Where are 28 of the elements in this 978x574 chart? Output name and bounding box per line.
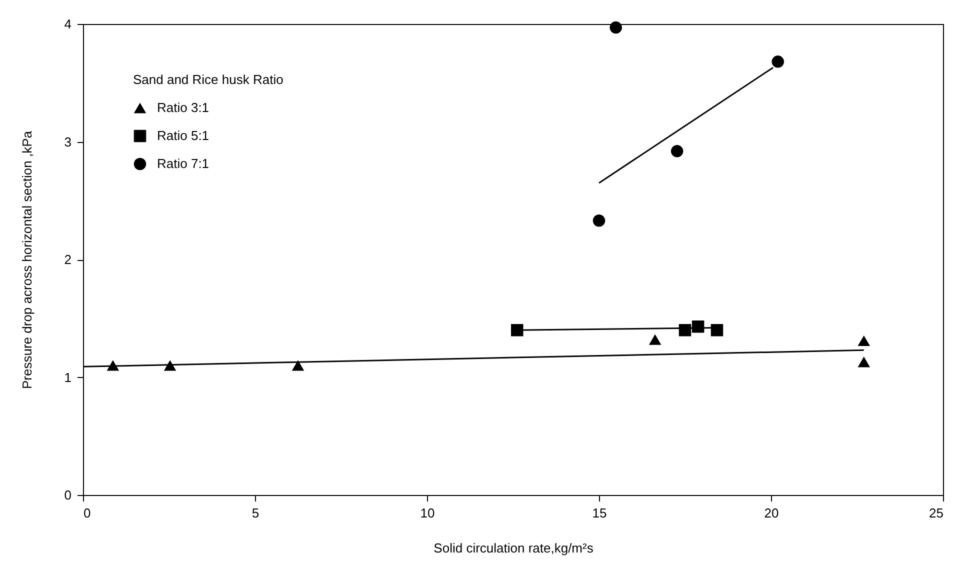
point [164,360,176,371]
legend-title: Sand and Rice husk Ratio [133,72,284,87]
point [592,214,606,227]
y-tick-label: 0 [64,488,72,502]
point [292,360,304,371]
point [610,21,622,34]
point [670,145,684,158]
legend-label: Ratio 7:1 [157,156,210,171]
y-tick-label: 4 [64,16,72,32]
y-tick-label: 3 [64,134,72,150]
y-axis-title: Pressure drop across horizontal section ,kPa [19,130,34,389]
x-tick-label: 25 [929,506,944,520]
x-tick-label: 20 [764,506,779,520]
x-tick-label: 15 [592,506,607,520]
legend-label: Ratio 3:1 [157,100,210,115]
legend-label: Ratio 5:1 [157,128,210,143]
y-tick-label: 2 [64,252,72,267]
point [710,324,724,336]
point [648,334,662,345]
x-tick-label: 10 [420,506,435,520]
point [772,56,784,68]
x-axis-title: Solid circulation rate,kg/m²s [434,540,594,556]
x-tick-label: 5 [252,506,260,520]
point [511,324,524,336]
y-tick-label: 1 [64,370,72,385]
point [858,356,870,368]
point [858,335,870,346]
x-tick-label: 0 [84,506,91,520]
